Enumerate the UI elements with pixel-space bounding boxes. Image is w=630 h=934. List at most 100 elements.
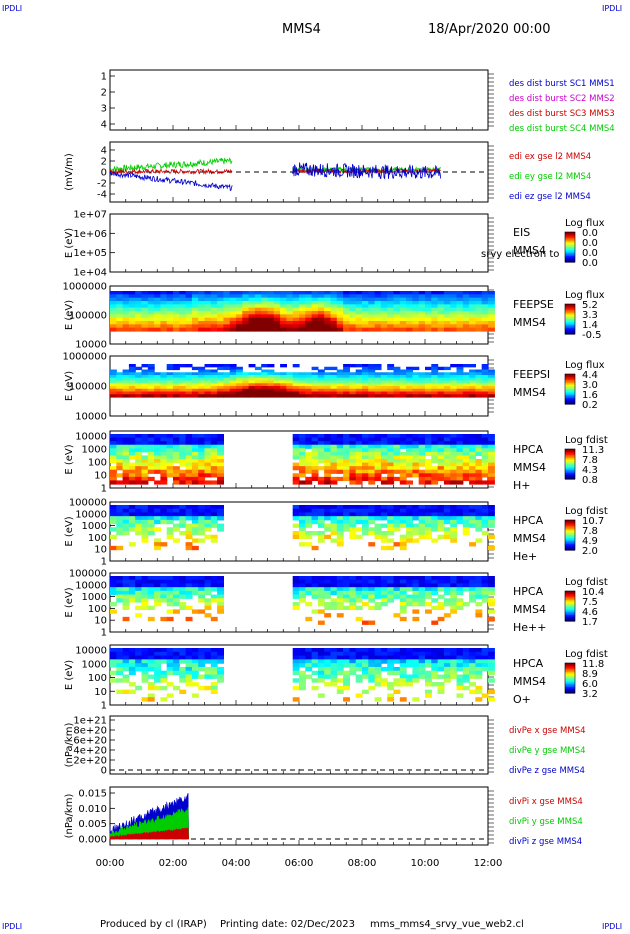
cell — [450, 655, 458, 660]
cell — [286, 297, 294, 302]
cell — [418, 473, 426, 478]
cell — [116, 587, 124, 592]
cell — [147, 666, 155, 672]
colorbar-segment — [565, 666, 575, 669]
cell — [160, 519, 168, 525]
cell — [330, 375, 338, 379]
cell — [141, 594, 149, 599]
cell — [355, 364, 363, 368]
cell — [475, 670, 483, 676]
cell — [462, 512, 470, 517]
colorbar-segment — [565, 329, 575, 332]
hpca_h-ylabel: E (eV) — [64, 444, 75, 474]
cell — [412, 304, 420, 309]
cell — [450, 377, 458, 382]
cell — [362, 674, 369, 679]
feepse-colorbar-title: Log flux — [565, 290, 605, 301]
cell — [147, 469, 155, 474]
cell — [204, 391, 212, 395]
cell — [154, 508, 161, 514]
cell — [305, 480, 313, 485]
hpca_h-colorbar-tick: 0.8 — [582, 475, 598, 486]
cell — [311, 462, 319, 467]
colorbar-segment — [565, 393, 575, 396]
cell — [412, 366, 420, 371]
cell — [355, 444, 363, 449]
colorbar-segment — [565, 251, 575, 254]
cell — [330, 317, 338, 322]
cell — [343, 291, 350, 295]
cell — [387, 519, 395, 525]
cell — [481, 590, 489, 596]
cell — [399, 297, 407, 302]
colorbar-segment — [565, 381, 575, 384]
cell — [431, 620, 439, 625]
cell — [462, 297, 470, 302]
cell — [450, 311, 458, 315]
cell — [330, 508, 338, 514]
cell — [380, 545, 388, 551]
x-tick-label: 00:00 — [96, 858, 125, 869]
cell — [462, 294, 470, 299]
cell — [412, 448, 420, 453]
cell — [462, 666, 470, 672]
cell — [317, 314, 325, 319]
hpca_hepp-colorbar-title: Log fdist — [565, 577, 608, 588]
cell — [330, 314, 338, 319]
cell — [292, 659, 300, 664]
cell — [141, 602, 149, 607]
cell — [311, 587, 319, 592]
cell — [141, 304, 149, 309]
colorbar-segment — [565, 601, 575, 604]
cell — [166, 448, 174, 453]
cell — [399, 609, 407, 614]
colorbar-segment — [565, 545, 575, 548]
cell — [173, 602, 180, 607]
cell — [368, 576, 376, 581]
cell — [160, 508, 168, 514]
cell — [299, 291, 306, 295]
cell — [280, 386, 287, 390]
cell — [122, 369, 130, 373]
cell — [418, 441, 426, 446]
cell — [122, 324, 130, 329]
cell — [173, 659, 180, 664]
cell — [147, 437, 155, 442]
cell — [273, 388, 281, 393]
cell — [462, 391, 470, 395]
cell — [412, 311, 420, 315]
cell — [198, 301, 206, 305]
cell — [349, 364, 357, 368]
cell — [431, 659, 439, 664]
cell — [418, 388, 426, 393]
cell — [198, 609, 206, 614]
cell — [355, 651, 363, 657]
cell — [475, 466, 483, 471]
cell — [242, 304, 250, 309]
cell — [362, 307, 369, 312]
cell — [431, 590, 439, 596]
cell — [198, 444, 206, 449]
cell — [292, 372, 300, 376]
eis-colorbar-tick: 0.0 — [582, 238, 598, 249]
cell — [204, 375, 212, 379]
cell — [412, 291, 420, 295]
cell — [191, 693, 199, 698]
cell — [324, 307, 332, 312]
cell — [116, 294, 124, 299]
cell — [462, 674, 470, 679]
divpe-ytick-label: 2e+20 — [73, 756, 107, 767]
cell — [481, 291, 489, 295]
cell — [425, 459, 432, 464]
cell — [116, 462, 124, 467]
cell — [456, 297, 464, 302]
cell — [443, 648, 451, 653]
cell — [173, 297, 180, 302]
cell — [166, 670, 174, 676]
cell — [437, 674, 445, 679]
cell — [299, 394, 306, 398]
cell — [393, 434, 401, 439]
cell — [380, 444, 388, 449]
colorbar-segment — [565, 612, 575, 615]
cell — [135, 366, 143, 371]
